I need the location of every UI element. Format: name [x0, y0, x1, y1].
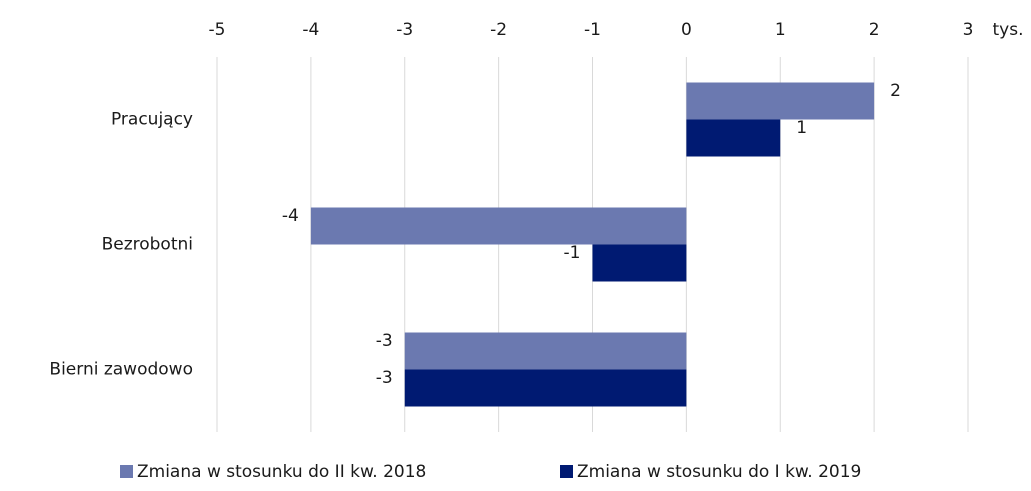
x-tick-label: -1 [584, 20, 601, 40]
x-tick-label: 3 [963, 20, 974, 40]
x-tick-label: 2 [869, 20, 880, 40]
data-label: -3 [376, 331, 393, 351]
bar [404, 369, 687, 407]
y-tick-label: Bezrobotni [102, 235, 193, 255]
bar [404, 332, 687, 370]
bar [310, 207, 687, 245]
data-label: -3 [376, 368, 393, 388]
x-tick-label: 1 [775, 20, 786, 40]
data-label: 2 [890, 81, 901, 101]
x-tick-label: -4 [302, 20, 319, 40]
y-tick-label: Pracujący [111, 110, 193, 130]
x-tick-label: 0 [681, 20, 692, 40]
x-tick-label: -2 [490, 20, 507, 40]
data-label: 1 [796, 118, 807, 138]
bar [686, 119, 781, 157]
legend-label: Zmiana w stosunku do I kw. 2019 [577, 462, 861, 482]
data-label: -1 [564, 243, 581, 263]
legend-label: Zmiana w stosunku do II kw. 2018 [137, 462, 426, 482]
bar [592, 244, 687, 282]
bar [686, 82, 875, 120]
x-tick-label: -5 [209, 20, 226, 40]
legend-swatch [560, 465, 573, 478]
x-axis-unit: tys. [993, 20, 1024, 40]
y-tick-label: Bierni zawodowo [49, 360, 193, 380]
data-label: -4 [282, 206, 299, 226]
x-tick-label: -3 [396, 20, 413, 40]
legend-swatch [120, 465, 133, 478]
